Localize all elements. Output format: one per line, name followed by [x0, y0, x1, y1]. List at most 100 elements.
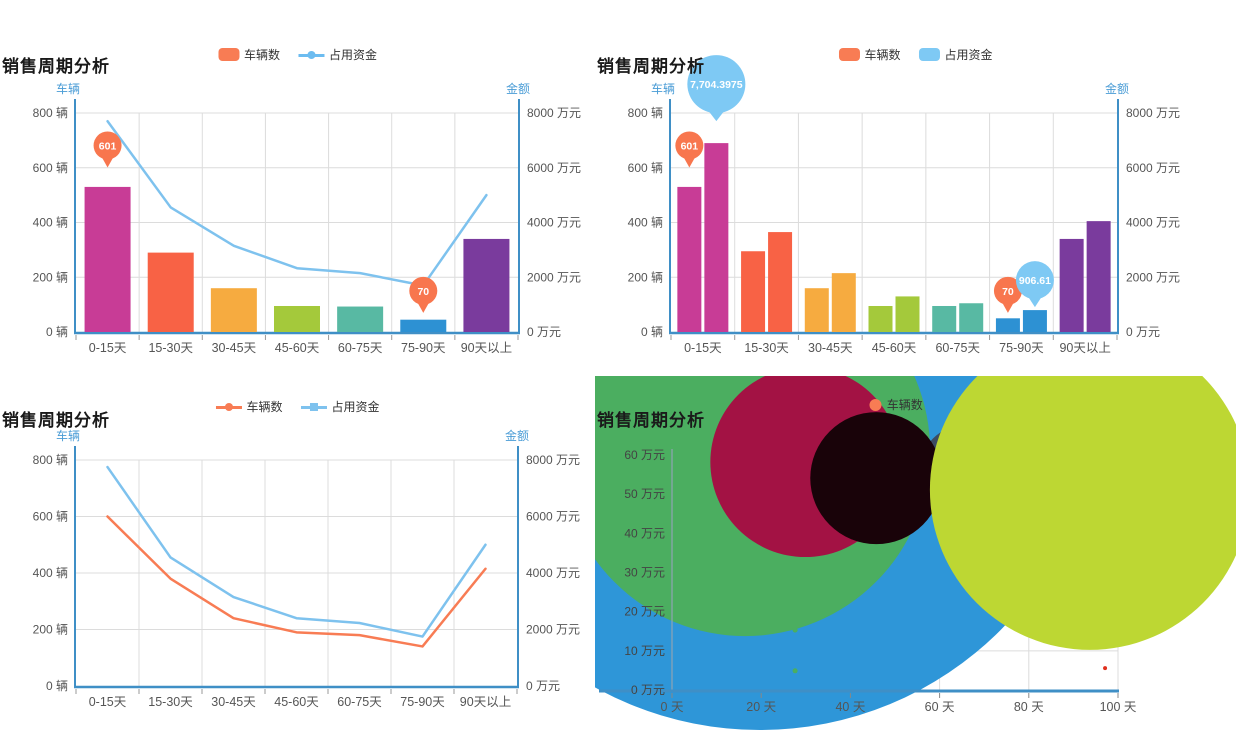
category-label: 75-90天: [400, 695, 445, 709]
bar-车辆数[interactable]: [932, 305, 957, 332]
y-right-tick-label: 4000 万元: [1126, 216, 1180, 230]
y-tick-label: 0 万元: [631, 683, 665, 697]
y-left-axis-name: 车辆: [56, 428, 80, 443]
marker-pin[interactable]: 601: [675, 131, 704, 168]
legend-item[interactable]: 占用资金: [298, 46, 377, 63]
category-label: 60-75天: [935, 341, 980, 355]
pin-label: 601: [681, 140, 699, 152]
y-left-tick-label: 400 辆: [628, 216, 663, 230]
legend: 车辆数 占用资金: [215, 398, 380, 415]
y-left-tick-label: 400 辆: [33, 216, 68, 230]
chart-title: 销售周期分析: [597, 57, 705, 77]
bar-车辆数[interactable]: [84, 186, 131, 332]
legend-swatch-circle: [869, 398, 882, 411]
legend-swatch-line-dot: [298, 49, 324, 61]
bar-占用资金[interactable]: [831, 273, 856, 332]
y-right-tick-label: 0 万元: [1126, 325, 1160, 339]
y-left-tick-label: 800 辆: [33, 453, 68, 467]
marker-pin[interactable]: 70: [409, 276, 438, 313]
y-right-axis-name: 金额: [1105, 81, 1129, 96]
bar-车辆数[interactable]: [210, 288, 257, 332]
bar-占用资金[interactable]: [1022, 310, 1047, 332]
y-left-tick-label: 0 辆: [46, 679, 68, 693]
legend-label: 车辆数: [864, 48, 901, 62]
sales-cycle-bar-line-chart-panel: 销售周期分析 车辆数 占用资金 0 辆 0 万元 200 辆 2000 万元 400 辆 4…: [0, 0, 595, 376]
y-left-tick-label: 400 辆: [33, 566, 68, 580]
bubble-yellowgreen-bubble[interactable]: [929, 376, 1236, 650]
y-right-tick-label: 8000 万元: [527, 106, 581, 120]
y-right-tick-label: 2000 万元: [527, 270, 581, 284]
chart-title: 销售周期分析: [2, 411, 110, 431]
bar-占用资金[interactable]: [1086, 221, 1111, 332]
bar-占用资金[interactable]: [768, 232, 793, 332]
pin-label: 70: [1002, 286, 1014, 298]
bar-车辆数[interactable]: [741, 251, 766, 332]
y-left-tick-label: 0 辆: [46, 325, 68, 339]
marker-pin[interactable]: 7,704.3975: [687, 55, 746, 122]
sales-cycle-grouped-bar-chart-panel: 销售周期分析 车辆数 占用资金 0 辆 0 万元 200 辆 2000 万元 400 辆 4…: [595, 0, 1236, 376]
legend-swatch-rect: [838, 48, 860, 61]
legend-item[interactable]: 占用资金: [300, 398, 380, 415]
legend: 车辆数 占用资金: [838, 46, 993, 63]
category-label: 90天以上: [1059, 341, 1110, 355]
category-label: 30-45天: [212, 341, 257, 355]
bar-车辆数[interactable]: [677, 186, 702, 332]
bar-车辆数[interactable]: [400, 319, 447, 332]
y-right-tick-label: 6000 万元: [526, 510, 580, 524]
marker-pin[interactable]: 601: [93, 131, 122, 168]
bar-车辆数[interactable]: [804, 288, 829, 332]
bar-line-chart: 0 辆 0 万元 200 辆 2000 万元 400 辆 4000 万元 600 辆 6000…: [33, 81, 581, 355]
marker-pin[interactable]: 70: [993, 276, 1022, 313]
y-left-tick-label: 600 辆: [33, 161, 68, 175]
legend-swatch-line-square: [300, 401, 327, 413]
category-label: 30-45天: [808, 341, 853, 355]
y-right-tick-label: 6000 万元: [1126, 161, 1180, 175]
bar-占用资金[interactable]: [959, 303, 984, 332]
legend-item[interactable]: 车辆数: [838, 46, 901, 63]
y-right-tick-label: 4000 万元: [527, 216, 581, 230]
legend-item[interactable]: 车辆数: [215, 398, 283, 415]
pin-label: 70: [417, 286, 429, 298]
y-right-tick-label: 8000 万元: [526, 453, 580, 467]
sales-cycle-line-chart-panel: 销售周期分析 车辆数 占用资金 0 辆 0 万元 200 辆 2000 万元 400 辆 4…: [0, 376, 595, 752]
bubble-black-bubble[interactable]: [810, 412, 943, 545]
pin-label: 906.61: [1019, 275, 1051, 287]
legend-item[interactable]: 车辆数: [217, 46, 280, 63]
bar-车辆数[interactable]: [868, 305, 893, 332]
bar-车辆数[interactable]: [337, 306, 384, 332]
pin-head: [675, 131, 704, 160]
y-left-tick-label: 0 辆: [641, 325, 663, 339]
y-left-tick-label: 600 辆: [628, 161, 663, 175]
bar-车辆数[interactable]: [995, 318, 1020, 332]
category-label: 90天以上: [461, 341, 512, 355]
legend: 车辆数: [869, 396, 923, 413]
bar-车辆数[interactable]: [274, 305, 320, 332]
marker-pin[interactable]: 906.61: [1015, 261, 1054, 308]
x-tick-label: 20 天: [746, 700, 776, 714]
pin-head: [93, 131, 122, 160]
y-left-tick-label: 600 辆: [33, 510, 68, 524]
bar-车辆数[interactable]: [1059, 238, 1084, 332]
bar-车辆数[interactable]: [463, 238, 510, 332]
legend-swatch-rect: [217, 48, 239, 61]
bubble-small-green-dot[interactable]: [792, 627, 798, 633]
legend-marker: [307, 50, 315, 59]
category-label: 90天以上: [460, 695, 511, 709]
line-series-车辆数[interactable]: [106, 515, 487, 648]
bar-车辆数[interactable]: [147, 252, 194, 332]
bar-占用资金[interactable]: [704, 143, 729, 332]
legend-label: 车辆数: [246, 400, 283, 414]
line-series-占用资金[interactable]: [106, 465, 487, 638]
y-tick-label: 60 万元: [624, 448, 665, 462]
legend-item[interactable]: 车辆数: [869, 396, 923, 413]
y-right-tick-label: 6000 万元: [527, 161, 581, 175]
legend-item[interactable]: 占用资金: [918, 46, 993, 63]
legend-swatch-line-dot: [215, 401, 242, 413]
category-label: 0-15天: [89, 695, 127, 709]
category-label: 30-45天: [211, 695, 256, 709]
bar-占用资金[interactable]: [895, 296, 920, 332]
bubble-small-red-dot[interactable]: [1103, 666, 1108, 671]
bubble-small-green-dot[interactable]: [792, 668, 798, 674]
legend-label: 车辆数: [886, 398, 923, 412]
category-label: 0-15天: [89, 341, 127, 355]
